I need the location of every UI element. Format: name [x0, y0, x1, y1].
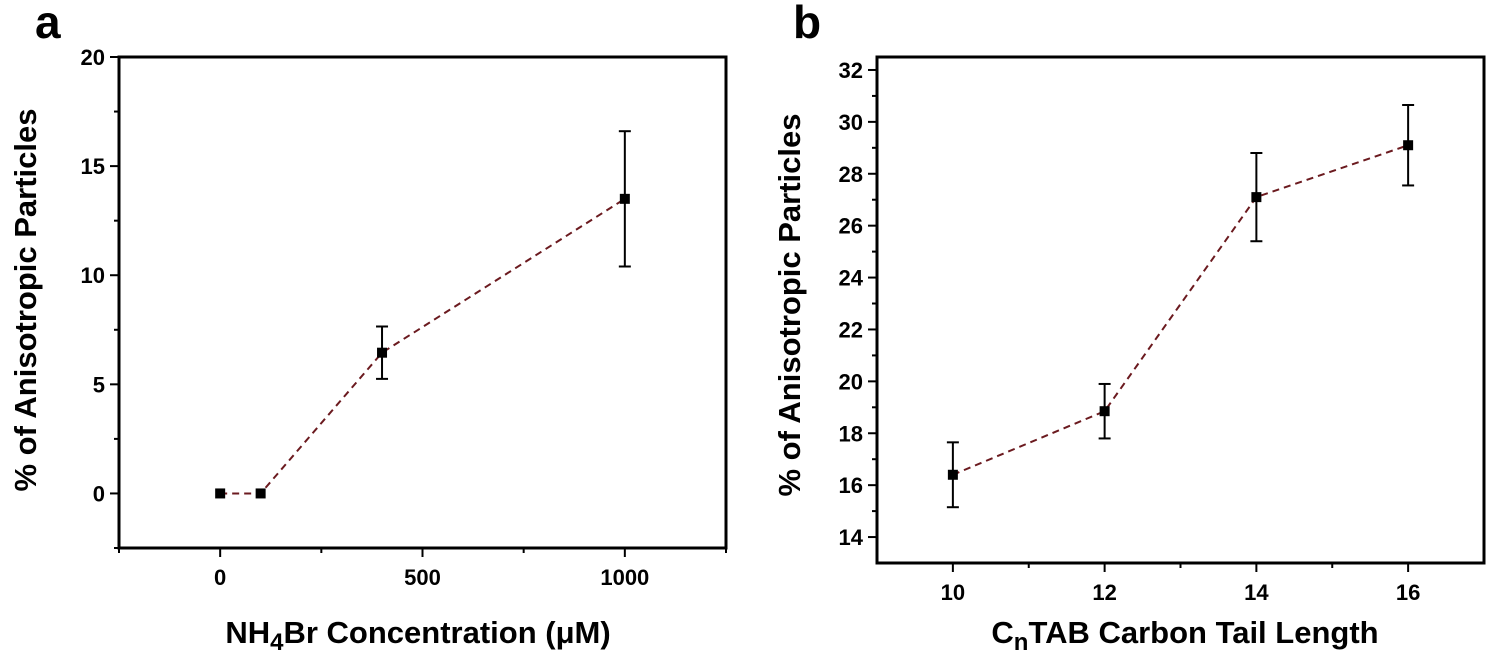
- data-point: [1099, 406, 1110, 417]
- y-tick-label: 5: [93, 372, 105, 397]
- x-tick-label: 14: [1244, 580, 1269, 605]
- data-point: [255, 488, 266, 499]
- panel-b-ticks: 14 16 18 20 22 24 26 28 30 32 10 12 14 16: [839, 58, 1421, 605]
- y-tick-label: 26: [839, 214, 863, 239]
- panel-b-xlabel: CnTAB Carbon Tail Length: [991, 615, 1378, 656]
- y-tick-label: 28: [839, 162, 863, 187]
- y-tick-label: 14: [839, 525, 864, 550]
- x-tick-label: 0: [214, 565, 226, 590]
- x-tick-label: 12: [1092, 580, 1116, 605]
- panel-b-frame: [875, 55, 1486, 565]
- series-line: [952, 144, 1409, 476]
- panel-a-ylabel: % of Anisotropic Particles: [8, 109, 43, 492]
- x-tick-label: 10: [941, 580, 965, 605]
- y-tick-label: 10: [81, 263, 105, 288]
- data-point: [377, 347, 388, 358]
- x-tick-label: 16: [1396, 580, 1420, 605]
- data-point: [619, 193, 630, 204]
- panel-b-letter: b: [793, 0, 821, 48]
- panel-b-ylabel: % of Anisotropic Particles: [772, 114, 807, 497]
- y-tick-label: 0: [93, 481, 105, 506]
- data-point: [1403, 140, 1414, 151]
- data-point: [1251, 192, 1262, 203]
- y-tick-label: 30: [839, 110, 863, 135]
- y-tick-label: 20: [81, 45, 105, 70]
- y-tick-label: 20: [839, 369, 863, 394]
- y-tick-label: 32: [839, 58, 863, 83]
- y-tick-label: 22: [839, 317, 863, 342]
- panel-a-ticks: 0 5 10 15 20 0 500 1000: [81, 45, 727, 590]
- panel-a-letter: a: [35, 0, 61, 48]
- panel-a-frame: [117, 55, 728, 550]
- series-line: [220, 197, 626, 495]
- x-tick-label: 500: [404, 565, 441, 590]
- x-tick-label: 1000: [600, 565, 649, 590]
- data-point: [947, 469, 958, 480]
- y-tick-label: 15: [81, 154, 105, 179]
- data-point: [215, 488, 226, 499]
- panel-a-series: [215, 130, 631, 499]
- y-tick-label: 16: [839, 473, 863, 498]
- panel-a-xlabel: NH4Br Concentration (μM): [225, 615, 610, 656]
- panel-b-series: [946, 104, 1415, 509]
- panel-a: a 0 5 10 15 20 0 500 1000 NH4Br Concentration (…: [8, 0, 728, 656]
- y-tick-label: 18: [839, 421, 863, 446]
- panel-b: b 14 16 18 20 22 24 26 28 30 32 10 12 14 16 CnTAB Car…: [772, 0, 1486, 656]
- y-tick-label: 24: [839, 266, 864, 291]
